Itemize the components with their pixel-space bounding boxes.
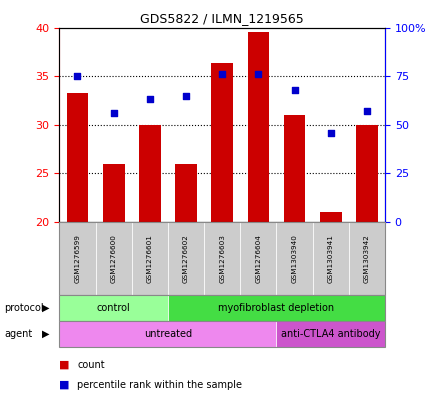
Text: GSM1276603: GSM1276603	[219, 234, 225, 283]
Text: ▶: ▶	[42, 303, 49, 313]
Bar	[175, 163, 197, 222]
Point	[363, 108, 370, 114]
Text: anti-CTLA4 antibody: anti-CTLA4 antibody	[281, 329, 381, 339]
Bar	[59, 295, 168, 321]
Text: GSM1276599: GSM1276599	[74, 234, 81, 283]
Text: ■: ■	[59, 360, 70, 370]
Bar	[168, 222, 204, 295]
Bar	[211, 64, 233, 222]
Bar	[349, 222, 385, 295]
Bar	[276, 321, 385, 347]
Bar	[103, 163, 125, 222]
Text: count: count	[77, 360, 105, 370]
Point	[183, 92, 190, 99]
Bar	[59, 222, 95, 295]
Text: control: control	[97, 303, 131, 313]
Text: GSM1303941: GSM1303941	[328, 234, 334, 283]
Text: GSM1303940: GSM1303940	[292, 234, 297, 283]
Text: ■: ■	[59, 380, 70, 390]
Point	[74, 73, 81, 79]
Bar	[139, 125, 161, 222]
Bar	[66, 93, 88, 222]
Bar	[95, 222, 132, 295]
Point	[255, 71, 262, 77]
Bar	[248, 32, 269, 222]
Bar	[132, 222, 168, 295]
Point	[110, 110, 117, 116]
Bar	[276, 222, 313, 295]
Text: agent: agent	[4, 329, 33, 339]
Point	[147, 96, 154, 103]
Text: protocol: protocol	[4, 303, 44, 313]
Text: GSM1303942: GSM1303942	[364, 234, 370, 283]
Point	[219, 71, 226, 77]
Bar	[204, 222, 240, 295]
Bar	[59, 321, 276, 347]
Text: myofibroblast depletion: myofibroblast depletion	[218, 303, 334, 313]
Bar	[168, 295, 385, 321]
Text: GSM1276601: GSM1276601	[147, 234, 153, 283]
Title: GDS5822 / ILMN_1219565: GDS5822 / ILMN_1219565	[140, 12, 304, 25]
Bar	[59, 321, 385, 347]
Bar	[59, 295, 385, 321]
Bar	[284, 115, 305, 222]
Bar	[356, 125, 378, 222]
Text: GSM1276600: GSM1276600	[111, 234, 117, 283]
Bar	[240, 222, 276, 295]
Text: percentile rank within the sample: percentile rank within the sample	[77, 380, 242, 390]
Point	[327, 129, 334, 136]
Text: GSM1276604: GSM1276604	[255, 234, 261, 283]
Bar	[59, 222, 385, 295]
Bar	[313, 222, 349, 295]
Text: GSM1276602: GSM1276602	[183, 234, 189, 283]
Text: untreated: untreated	[144, 329, 192, 339]
Bar	[320, 212, 341, 222]
Text: ▶: ▶	[42, 329, 49, 339]
Point	[291, 86, 298, 93]
